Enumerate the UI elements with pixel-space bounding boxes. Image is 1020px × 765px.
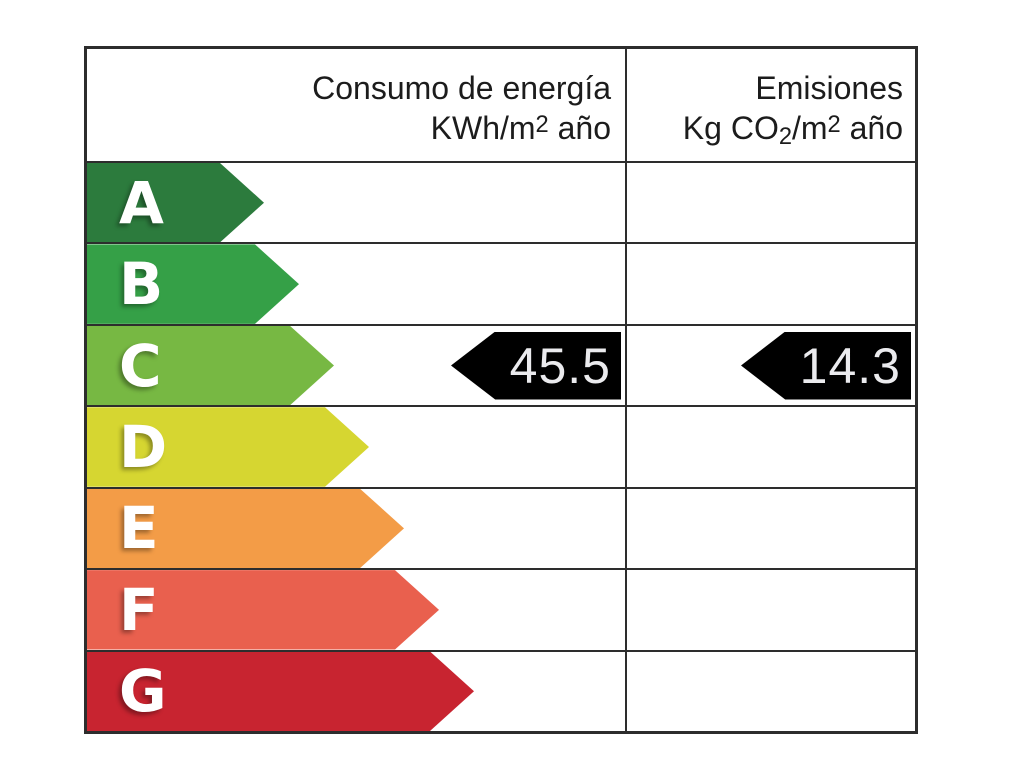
rating-band-row-e: E: [87, 486, 915, 569]
rating-letter-f: F: [119, 575, 159, 644]
consumo-cell-g: G: [87, 652, 625, 731]
rating-arrow-d: D: [87, 407, 369, 486]
emisiones-cell-a: [625, 163, 915, 243]
consumo-cell-f: F: [87, 570, 625, 649]
consumo-cell-a: A: [87, 163, 625, 242]
rating-arrow-b: B: [87, 244, 299, 323]
superscript-2: 2: [535, 111, 549, 138]
emisiones-cell-b: [625, 244, 915, 324]
emisiones-value: 14.3: [799, 337, 901, 394]
consumo-value-arrow: 45.5: [451, 331, 621, 400]
rating-band-row-f: F: [87, 568, 915, 650]
table-header-row: Consumo de energía KWh/m2 año Emisiones …: [87, 49, 915, 161]
consumo-cell-d: D: [87, 407, 625, 486]
emisiones-cell-g: [625, 651, 915, 731]
consumo-value: 45.5: [509, 337, 611, 394]
subscript-2: 2: [778, 124, 792, 151]
rating-arrow-f: F: [87, 570, 439, 649]
rating-letter-g: G: [119, 657, 167, 726]
emisiones-column-header: Emisiones Kg CO2/m2 año: [625, 49, 915, 161]
rating-band-row-a: A: [87, 161, 915, 243]
consumo-column-header: Consumo de energía KWh/m2 año: [87, 49, 625, 161]
rating-arrow-e: E: [87, 489, 404, 568]
emisiones-cell-e: [625, 488, 915, 569]
rating-arrow-g: G: [87, 652, 474, 731]
rating-letter-b: B: [119, 250, 164, 319]
rating-band-row-b: B: [87, 242, 915, 324]
rating-letter-d: D: [119, 412, 168, 481]
rating-band-row-d: D: [87, 405, 915, 487]
rating-letter-e: E: [119, 494, 159, 563]
consumo-cell-e: E: [87, 489, 625, 568]
emisiones-value-arrow: 14.3: [741, 331, 911, 400]
consumo-header-line2: KWh/m2 año: [430, 110, 611, 146]
rating-band-row-c: C 45.5 14.3: [87, 323, 915, 406]
rating-arrow-c: C: [87, 326, 334, 405]
consumo-cell-b: B: [87, 244, 625, 323]
emisiones-cell-f: [625, 570, 915, 650]
superscript-2: 2: [827, 111, 841, 138]
rating-band-row-g: G: [87, 649, 915, 731]
rating-letter-c: C: [119, 331, 162, 400]
rating-table: Consumo de energía KWh/m2 año Emisiones …: [84, 46, 918, 734]
consumo-cell-c: C 45.5: [87, 326, 625, 405]
consumo-header-line1: Consumo de energía: [312, 70, 611, 106]
emisiones-header-line1: Emisiones: [755, 70, 903, 106]
rating-arrow-a: A: [87, 163, 264, 242]
rating-letter-a: A: [119, 168, 164, 237]
emisiones-header-line2: Kg CO2/m2 año: [682, 110, 903, 151]
emisiones-cell-d: [625, 407, 915, 487]
emisiones-cell-c: 14.3: [625, 325, 915, 406]
